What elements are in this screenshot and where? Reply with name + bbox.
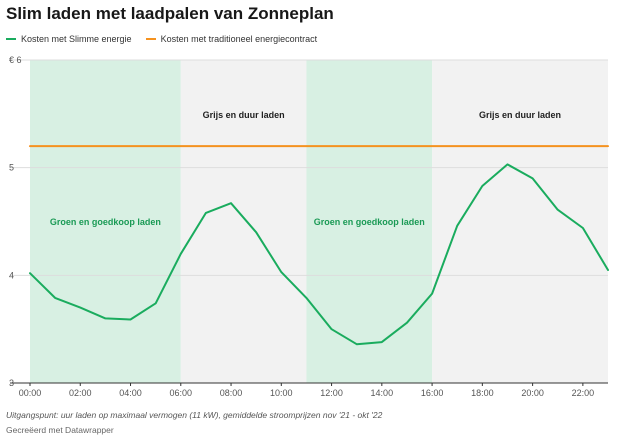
legend-item-slimme-energie: Kosten met Slimme energie [6, 34, 132, 44]
legend: Kosten met Slimme energie Kosten met tra… [6, 34, 317, 44]
band-label-3: Grijs en duur laden [479, 110, 561, 120]
x-tick-label-10: 20:00 [521, 388, 544, 398]
chart-credit: Gecreëerd met Datawrapper [6, 425, 114, 435]
chart-notes: Uitgangspunt: uur laden op maximaal verm… [6, 410, 383, 420]
legend-label-traditioneel: Kosten met traditioneel energiecontract [160, 34, 318, 44]
legend-swatch-traditioneel [145, 38, 156, 40]
gridlines [10, 59, 608, 384]
x-tick-label-9: 18:00 [471, 388, 494, 398]
background-bands [30, 60, 608, 383]
series-line-0 [29, 163, 609, 346]
y-axis-ticks: 3 4 5 € 6 [9, 55, 22, 388]
band-label-2: Groen en goedkoop laden [314, 217, 425, 227]
x-axis-ticks: 00:00 02:00 04:00 06:00 08:00 10:00 12:00 14:00… [19, 383, 594, 398]
series-lines [29, 145, 609, 346]
band-3 [432, 60, 608, 383]
x-tick-label-0: 00:00 [19, 388, 42, 398]
y-tick-label-5: 5 [9, 163, 14, 173]
band-2 [306, 60, 433, 383]
legend-item-traditioneel: Kosten met traditioneel energiecontract [145, 34, 318, 44]
band-label-1: Grijs en duur laden [203, 110, 285, 120]
y-tick-label-6: € 6 [9, 55, 22, 65]
x-tick-label-11: 22:00 [572, 388, 595, 398]
y-tick-label-4: 4 [9, 270, 14, 280]
x-tick-label-5: 10:00 [270, 388, 293, 398]
legend-label-slimme-energie: Kosten met Slimme energie [21, 34, 132, 44]
x-tick-label-4: 08:00 [220, 388, 243, 398]
y-tick-label-3: 3 [9, 378, 14, 388]
x-tick-label-8: 16:00 [421, 388, 444, 398]
band-labels: Groen en goedkoop laden Grijs en duur lad… [50, 110, 561, 227]
x-tick-label-3: 06:00 [170, 388, 193, 398]
band-label-0: Groen en goedkoop laden [50, 217, 161, 227]
x-tick-label-2: 04:00 [119, 388, 142, 398]
band-0 [30, 60, 181, 383]
chart-title: Slim laden met laadpalen van Zonneplan [6, 4, 334, 23]
x-tick-label-7: 14:00 [371, 388, 394, 398]
x-tick-label-1: 02:00 [69, 388, 92, 398]
x-tick-label-6: 12:00 [320, 388, 343, 398]
legend-swatch-slimme-energie [6, 38, 16, 40]
